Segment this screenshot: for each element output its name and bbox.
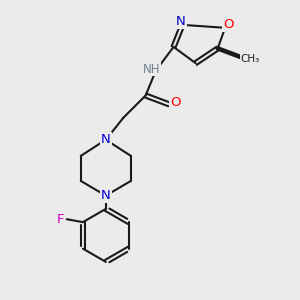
Text: O: O — [170, 96, 180, 110]
Text: N: N — [101, 189, 111, 202]
Text: F: F — [57, 213, 64, 226]
Text: N: N — [176, 15, 186, 28]
Text: NH: NH — [143, 62, 160, 76]
Text: CH₃: CH₃ — [241, 54, 260, 64]
Text: N: N — [101, 133, 111, 146]
Text: O: O — [223, 18, 233, 32]
